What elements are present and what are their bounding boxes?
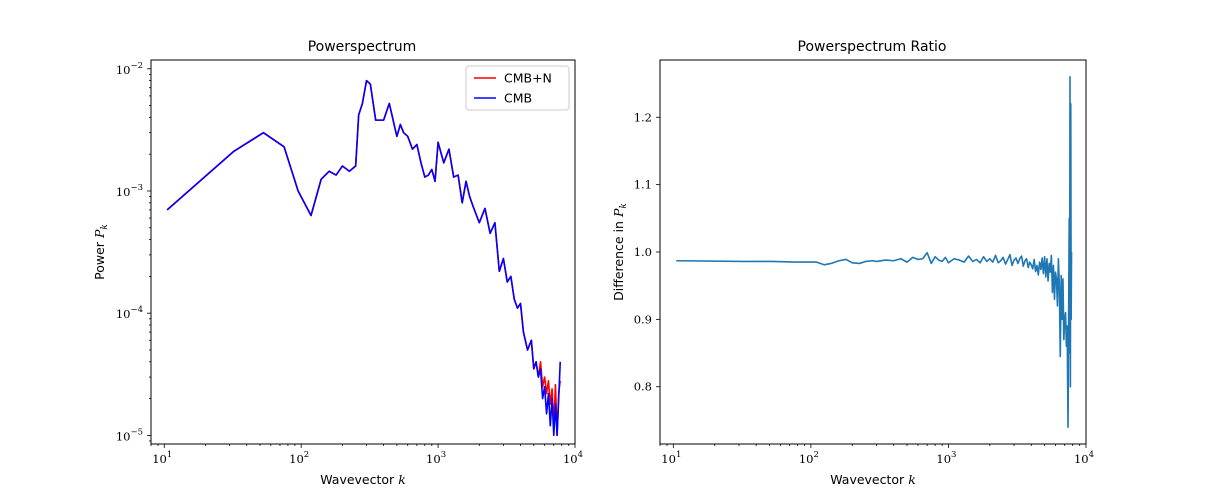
powerspectrum-x-tick-base: 10 <box>563 452 578 466</box>
powerspectrum-x-tick-label: 104 <box>563 450 583 466</box>
powerspectrum-y-tick-base: 10 <box>116 185 131 199</box>
powerspectrum-ratio-y-tick-label: 0.8 <box>634 380 652 394</box>
powerspectrum-ratio-y-tick-label: 1.1 <box>634 178 652 192</box>
powerspectrum-plot-area <box>166 79 562 437</box>
powerspectrum-x-tick-exp: 3 <box>441 450 446 460</box>
powerspectrum-x-tick-base: 10 <box>289 452 304 466</box>
powerspectrum-legend: CMB+N CMB <box>465 65 570 111</box>
powerspectrum-ratio-x-tick-exp: 1 <box>676 450 681 460</box>
powerspectrum-ratio-x-tick-base: 10 <box>661 452 676 466</box>
legend-label-cmb: CMB <box>504 91 532 106</box>
powerspectrum-y-tick-exp: −4 <box>130 305 143 315</box>
powerspectrum-title: Powerspectrum <box>308 39 417 55</box>
powerspectrum-y-tick-label: 10−5 <box>116 427 143 443</box>
powerspectrum-ratio-axes: Powerspectrum Ratio 101 102 103 1040.80.91.… <box>611 39 1094 487</box>
powerspectrum-x-tick-label: 101 <box>152 450 172 466</box>
powerspectrum-ylabel: Power Pk <box>92 224 110 280</box>
powerspectrum-ratio-ylabel: Difference in Pk <box>611 203 629 301</box>
powerspectrum-ratio-xlabel: Wavevector k <box>830 472 916 487</box>
powerspectrum-ratio-title: Powerspectrum Ratio <box>798 39 947 55</box>
powerspectrum-xlabel: Wavevector k <box>320 472 406 487</box>
powerspectrum-ratio-x-tick-base: 10 <box>1074 452 1089 466</box>
powerspectrum-x-tick-base: 10 <box>426 452 441 466</box>
powerspectrum-ratio-ylabel-text: Difference in <box>611 221 626 301</box>
powerspectrum-ratio-ylabel-var: P <box>611 208 626 218</box>
powerspectrum-x-tick-base: 10 <box>152 452 167 466</box>
powerspectrum-ratio-y-tick-label: 0.9 <box>634 312 652 326</box>
powerspectrum-y-tick-base: 10 <box>116 63 131 77</box>
powerspectrum-ratio-x-tick-exp: 2 <box>813 450 818 460</box>
powerspectrum-ratio-series-ratio-line <box>676 76 1073 428</box>
powerspectrum-ratio-x-tick-label: 104 <box>1074 450 1094 466</box>
powerspectrum-x-tick-exp: 2 <box>304 450 309 460</box>
powerspectrum-y-tick-base: 10 <box>116 429 131 443</box>
powerspectrum-y-tick-label: 10−4 <box>116 305 143 321</box>
powerspectrum-ratio-xlabel-text: Wavevector <box>830 472 905 487</box>
powerspectrum-y-tick-exp: −3 <box>130 183 143 193</box>
powerspectrum-ratio-x-tick-base: 10 <box>936 452 951 466</box>
powerspectrum-ylabel-text: Power <box>92 241 107 280</box>
powerspectrum-axes: Powerspectrum 101 102 103 10410−510−410−310… <box>92 39 583 487</box>
powerspectrum-x-tick-label: 102 <box>289 450 309 466</box>
powerspectrum-ratio-y-tick-label: 1.0 <box>634 245 652 259</box>
powerspectrum-x-tick-label: 103 <box>426 450 446 466</box>
legend-box <box>465 65 570 111</box>
powerspectrum-ylabel-var: P <box>92 229 107 239</box>
powerspectrum-frame <box>150 59 576 445</box>
powerspectrum-xlabel-var: k <box>398 472 406 487</box>
powerspectrum-ratio-x-tick-label: 103 <box>936 450 956 466</box>
powerspectrum-y-tick-exp: −2 <box>130 61 143 71</box>
powerspectrum-ratio-x-tick-label: 101 <box>661 450 681 466</box>
powerspectrum-ylabel-sub: k <box>100 224 110 229</box>
powerspectrum-ratio-plot-area <box>676 76 1073 428</box>
powerspectrum-y-tick-exp: −5 <box>130 427 143 437</box>
legend-label-cmb-n: CMB+N <box>504 71 552 86</box>
powerspectrum-x-tick-exp: 4 <box>578 450 583 460</box>
powerspectrum-y-tick-base: 10 <box>116 307 131 321</box>
powerspectrum-ratio-x-tick-exp: 4 <box>1089 450 1094 460</box>
powerspectrum-x-tick-exp: 1 <box>167 450 172 460</box>
powerspectrum-xlabel-text: Wavevector <box>320 472 395 487</box>
powerspectrum-ratio-x-tick-base: 10 <box>799 452 814 466</box>
powerspectrum-series-cmb-line <box>166 79 562 437</box>
powerspectrum-y-tick-label: 10−3 <box>116 183 143 199</box>
powerspectrum-ratio-y-tick-label: 1.2 <box>634 110 652 124</box>
powerspectrum-ratio-ylabel-sub: k <box>619 203 629 208</box>
powerspectrum-y-tick-label: 10−2 <box>116 61 143 77</box>
powerspectrum-ratio-xlabel-var: k <box>908 472 916 487</box>
powerspectrum-ratio-x-tick-label: 102 <box>799 450 819 466</box>
powerspectrum-ratio-x-tick-exp: 3 <box>951 450 956 460</box>
